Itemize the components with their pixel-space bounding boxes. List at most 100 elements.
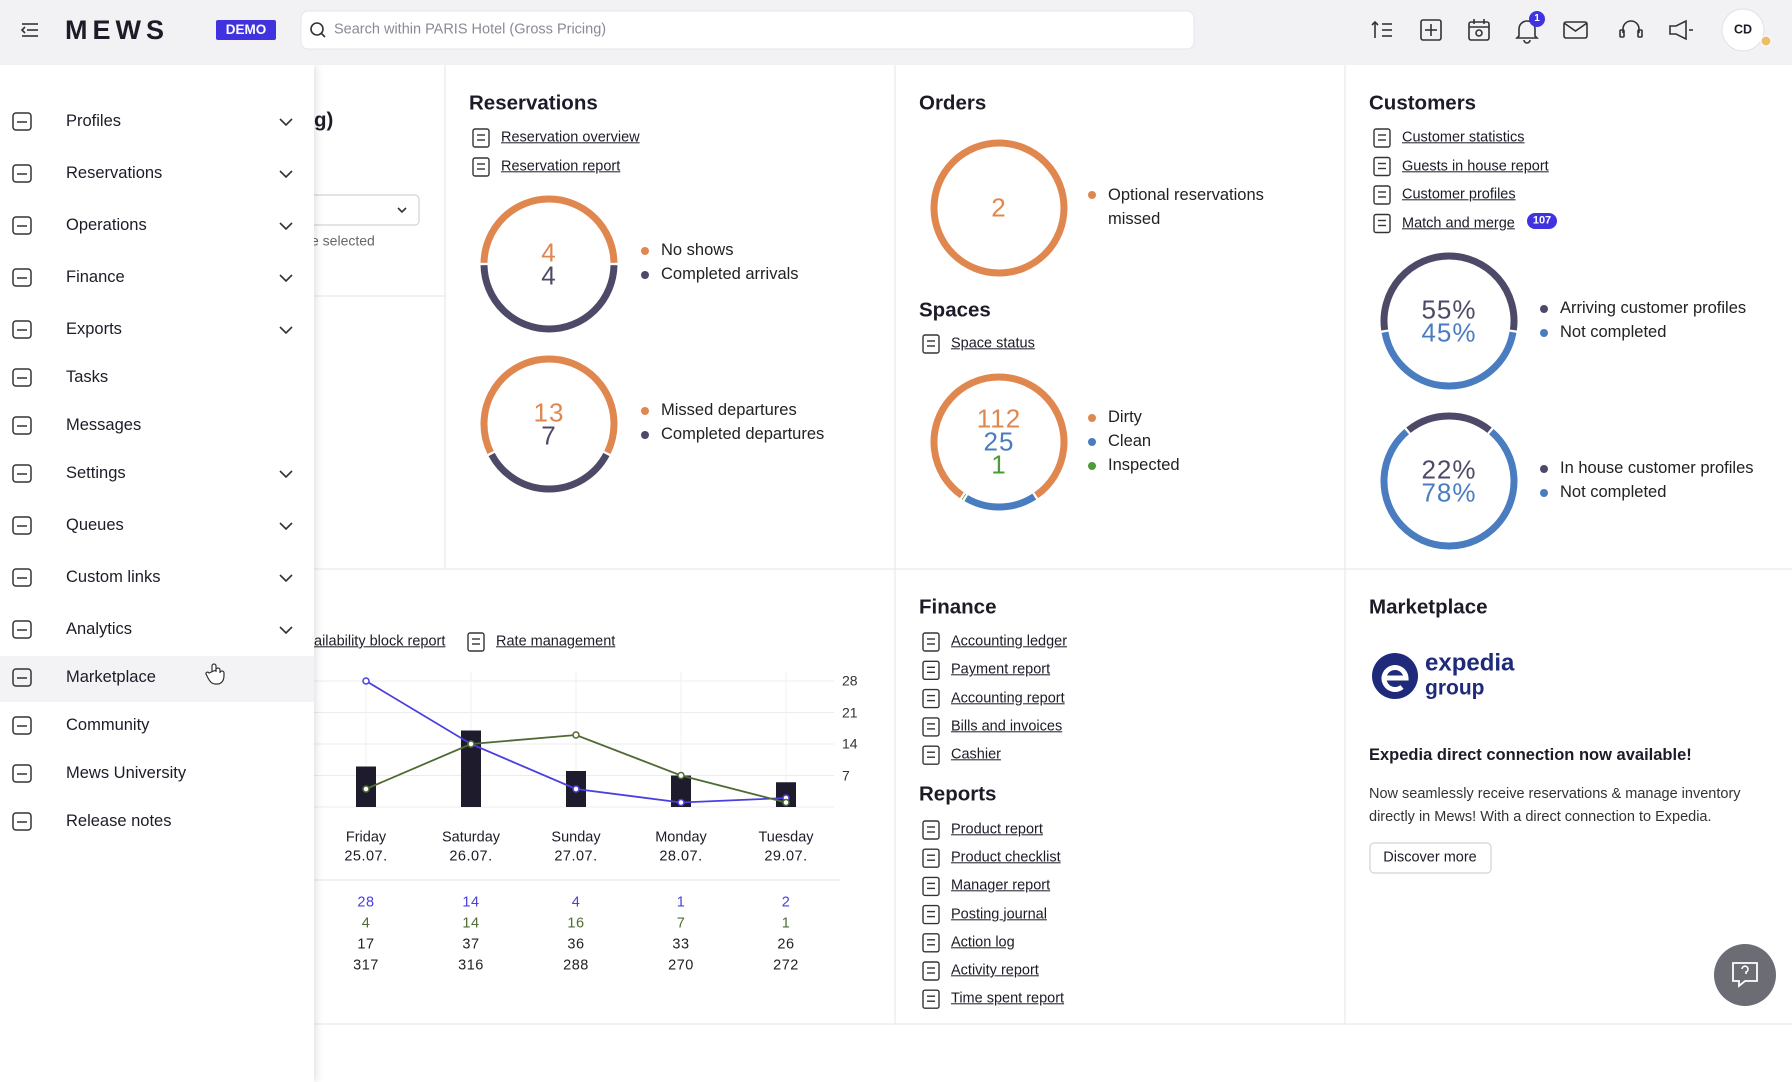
legend-dot [641,407,649,415]
hover-highlight [0,656,314,702]
add-icon[interactable] [1420,19,1442,41]
avatar[interactable] [1721,8,1765,52]
donut-segment [930,373,1068,499]
nav-icon [12,112,32,131]
x-tick-date: 27.07. [554,848,598,865]
chevron [279,222,293,231]
menu-toggle[interactable] [20,23,38,37]
table-cell: 2 [781,894,791,911]
topbar-graphics [0,0,1792,65]
nav-item[interactable]: Queues [66,516,124,535]
link[interactable]: Time spent report [951,990,1065,1007]
donut-value: 2 [991,192,1007,223]
nav-item[interactable]: Community [66,716,150,735]
link-icon [1373,128,1391,148]
nav-item[interactable]: Exports [66,320,122,339]
nav-item[interactable]: Release notes [66,812,172,831]
legend-label: Not completed [1560,483,1667,502]
section-title: Marketplace [1369,595,1488,619]
donut-value: 55% [1421,293,1477,324]
table-cell: 14 [462,894,480,911]
link[interactable]: ailability block report [314,633,446,650]
topbar: MEWS DEMO Search within PARIS Hotel (Gross… [0,0,1792,65]
link[interactable]: Rate management [496,633,616,650]
nav-item[interactable]: Reservations [66,164,163,183]
donut-segment [930,139,1068,277]
link[interactable]: Reservation overview [501,129,640,146]
nav-item[interactable]: Analytics [66,620,133,639]
support-icon[interactable] [1619,20,1643,38]
chevron [279,118,293,127]
y-tick-label: 21 [842,704,858,721]
table-cell: 288 [563,957,589,974]
x-tick-date: 26.07. [449,848,493,865]
series-point [572,731,580,739]
nav-item[interactable]: Custom links [66,568,161,587]
table-cell: 4 [361,915,371,932]
nav-item[interactable]: Operations [66,216,147,235]
nav-icon [12,416,32,435]
nav-icon [12,216,32,235]
link[interactable]: Bills and invoices [951,718,1063,735]
y-tick-label: 7 [842,767,850,784]
link[interactable]: Cashier [951,746,1001,763]
promo-headline: Expedia direct connection now available! [1369,746,1692,765]
x-tick-date: 29.07. [764,848,808,865]
legend-dot [1088,191,1096,199]
calendar-icon[interactable] [1468,19,1490,41]
legend-label: Not completed [1560,323,1667,342]
link[interactable]: Customer profiles [1402,186,1516,203]
link-icon [467,632,485,652]
link-icon [1373,185,1391,205]
link[interactable]: Reservation report [501,158,621,175]
donut-segment [488,452,610,493]
link[interactable]: Customer statistics [1402,129,1525,146]
nav-item[interactable]: Mews University [66,764,187,783]
series-point [677,771,685,780]
link[interactable]: Space status [951,335,1035,352]
count-badge-text: 107 [1532,214,1552,227]
donut-value: 13 [533,396,565,427]
demo-badge: DEMO [225,21,267,37]
link[interactable]: Product report [951,821,1043,838]
link[interactable]: Manager report [951,877,1051,894]
table-cell: 37 [462,936,480,953]
mail-icon[interactable] [1563,21,1588,39]
donut-segment [480,355,618,455]
link-icon [922,961,940,981]
avatar-initials[interactable]: CD [1733,22,1753,37]
link[interactable]: Product checklist [951,849,1061,866]
search-box[interactable] [300,10,1195,50]
link[interactable]: Guests in house report [1402,157,1549,174]
link[interactable]: Accounting ledger [951,633,1068,650]
link-icon [1373,213,1391,234]
donut-value: 112 [976,403,1022,434]
section-title: Customers [1369,91,1477,115]
table-cell: 1 [781,915,791,932]
nav-item[interactable]: Finance [66,268,125,287]
nav-item[interactable]: Profiles [66,112,122,131]
help-icon [1732,962,1758,988]
link[interactable]: Match and merge [1402,214,1515,231]
nav-item[interactable]: Settings [66,464,126,483]
link[interactable]: Posting journal [951,905,1047,922]
section-title: Orders [919,91,987,115]
link-icon [922,933,940,953]
nav-item[interactable]: Marketplace [66,668,156,687]
button-label[interactable]: Discover more [1383,849,1477,866]
link[interactable]: Accounting report [951,689,1065,706]
donut-segment [1406,412,1492,433]
link[interactable]: Payment report [951,661,1051,678]
sort-icon[interactable] [1371,20,1392,38]
nav-icon [12,268,32,287]
series-point [362,785,370,793]
nav-icon [12,164,32,183]
chevron [279,274,293,283]
link[interactable]: Activity report [951,962,1039,979]
nav-item[interactable]: Tasks [66,368,109,387]
announce-icon[interactable] [1669,19,1693,41]
link[interactable]: Action log [951,934,1015,951]
nav-item[interactable]: Messages [66,416,142,435]
